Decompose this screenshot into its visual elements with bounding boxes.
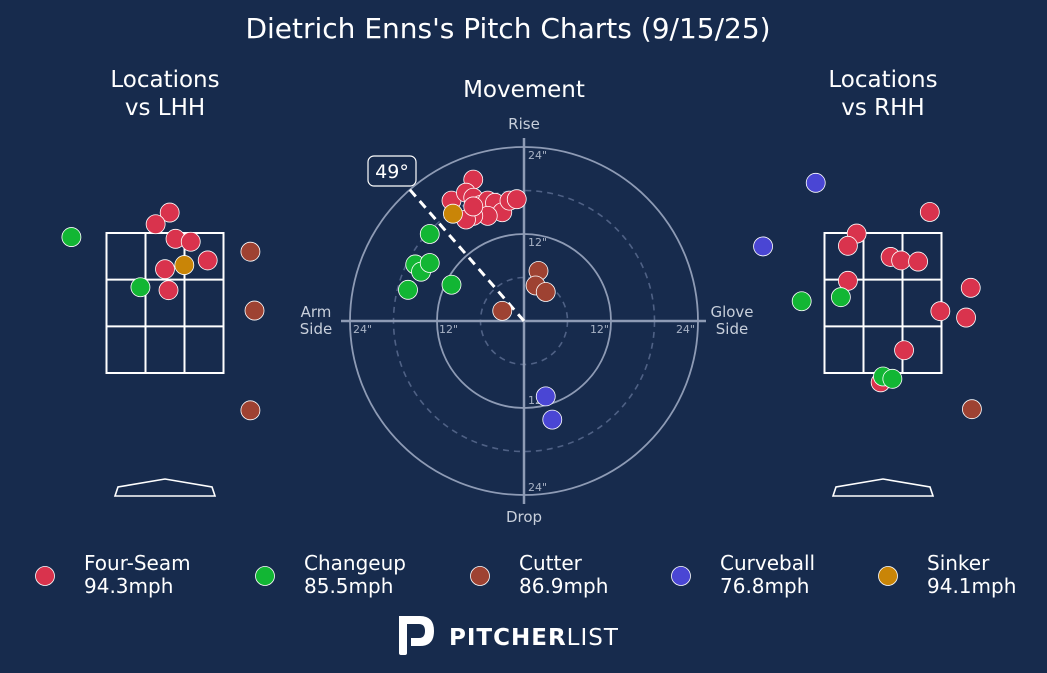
movement-point-changeup — [419, 253, 440, 273]
lhh-point-four-seam — [158, 280, 179, 301]
movement-point-changeup — [398, 279, 418, 300]
legend-swatch — [671, 566, 691, 586]
arm-angle-box — [367, 155, 417, 187]
rhh-point-four-seam — [956, 307, 976, 328]
locations-lhh-panel: Locations vs LHH — [61, 67, 265, 497]
lhh-point-changeup — [130, 277, 151, 298]
legend-pitch-name: Changeup — [304, 551, 406, 575]
lhh-point-four-seam — [180, 231, 201, 252]
legend-pitch-name: Four-Seam — [84, 551, 191, 575]
axis-label-arm: Arm — [301, 303, 332, 321]
rhh-point-curveball — [753, 236, 773, 257]
lhh-home-plate — [113, 478, 217, 497]
legend-pitch-speed: 85.5mph — [304, 574, 393, 598]
legend-pitch-speed: 86.9mph — [519, 574, 608, 598]
rhh-point-changeup — [791, 291, 812, 312]
legend-pitch-name: Sinker — [927, 551, 990, 575]
rhh-point-four-seam — [838, 235, 858, 256]
movement-ring-label: 24" — [676, 323, 695, 336]
rhh-point-four-seam — [894, 340, 914, 361]
movement-points — [398, 169, 563, 430]
movement-point-changeup — [441, 274, 462, 295]
rhh-points — [753, 172, 982, 420]
lhh-point-sinker — [174, 255, 195, 275]
rhh-point-four-seam — [919, 202, 940, 222]
movement-point-curveball — [542, 409, 563, 430]
lhh-point-cutter — [240, 400, 261, 421]
legend-pitch-speed: 94.3mph — [84, 574, 173, 598]
rhh-point-changeup — [830, 287, 851, 308]
movement-ring-label: 12" — [590, 323, 609, 336]
pitcherlist-logo-mark — [399, 616, 434, 655]
rhh-title-line-2: vs RHH — [841, 95, 924, 121]
arm-angle-label: 49° — [375, 161, 409, 183]
lhh-points — [61, 202, 265, 421]
movement-point-curveball — [535, 386, 556, 407]
chart-title: Dietrich Enns's Pitch Charts (9/15/25) — [245, 12, 770, 45]
lhh-point-four-seam — [159, 202, 180, 223]
axis-label-side-right: Side — [716, 320, 748, 338]
lhh-zone-outline — [105, 232, 225, 374]
lhh-point-cutter — [240, 241, 261, 262]
legend-pitch-speed: 94.1mph — [927, 574, 1016, 598]
axis-label-rise: Rise — [508, 115, 540, 133]
legend-swatch — [35, 566, 55, 586]
rhh-point-four-seam — [891, 250, 912, 271]
movement-point-cutter — [535, 282, 556, 302]
lhh-point-four-seam — [155, 259, 175, 280]
locations-rhh-panel: Locations vs RHH — [753, 67, 982, 497]
movement-point-four-seam — [463, 196, 484, 217]
lhh-point-changeup — [61, 227, 82, 247]
rhh-point-changeup — [882, 368, 903, 389]
pitcherlist-logo-text: PITCHERLIST — [449, 625, 619, 651]
axis-label-drop: Drop — [506, 508, 542, 526]
legend-pitch-name: Curveball — [720, 551, 815, 575]
lhh-point-four-seam — [145, 214, 166, 235]
rhh-point-four-seam — [908, 251, 928, 272]
legend-pitch-speed: 76.8mph — [720, 574, 809, 598]
lhh-strike-zone — [105, 232, 225, 374]
rhh-home-plate — [831, 478, 935, 497]
lhh-point-cutter — [244, 300, 265, 321]
movement-point-changeup — [419, 224, 440, 244]
movement-ring-label: 12" — [528, 236, 547, 249]
rhh-point-four-seam — [960, 277, 981, 298]
movement-ring-label: 24" — [353, 323, 372, 336]
legend-swatch — [470, 566, 490, 586]
movement-point-cutter — [492, 300, 513, 321]
rhh-point-cutter — [962, 399, 982, 420]
lhh-title-line-2: vs LHH — [125, 95, 205, 121]
legend-swatch — [878, 566, 898, 586]
legend-pitch-name: Cutter — [519, 551, 583, 575]
movement-title: Movement — [463, 77, 585, 103]
rhh-point-curveball — [805, 172, 826, 193]
lhh-title-line-1: Locations — [110, 67, 219, 93]
legend-swatch — [255, 566, 275, 586]
rhh-title-line-1: Locations — [828, 67, 937, 93]
movement-panel: Movement Rise Drop Arm Side Glove Side 2… — [300, 77, 754, 526]
movement-point-sinker — [443, 203, 463, 224]
axis-label-side-left: Side — [300, 320, 332, 338]
movement-ring-label: 24" — [528, 149, 547, 162]
movement-point-four-seam — [506, 189, 527, 210]
axis-label-glove: Glove — [710, 303, 753, 321]
rhh-point-four-seam — [930, 301, 951, 322]
pitcherlist-logo: PITCHERLIST — [399, 616, 619, 655]
lhh-point-four-seam — [197, 250, 218, 271]
movement-ring-label: 24" — [528, 481, 547, 494]
movement-ring-label: 12" — [439, 323, 458, 336]
